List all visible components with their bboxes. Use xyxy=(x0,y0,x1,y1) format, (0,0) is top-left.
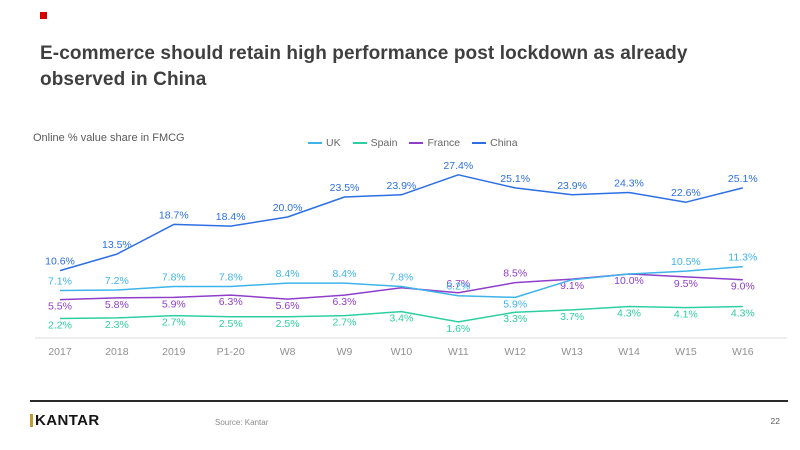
footer-divider xyxy=(30,400,788,402)
data-label-uk: 7.2% xyxy=(105,275,129,287)
data-label-france: 8.5% xyxy=(503,268,527,280)
legend-line-icon xyxy=(409,142,424,144)
x-axis-label: W9 xyxy=(337,346,353,358)
slide-title: E-commerce should retain high performanc… xyxy=(40,42,688,90)
data-label-uk: 11.3% xyxy=(728,252,757,264)
data-label-uk: 10.5% xyxy=(671,256,701,268)
data-label-spain: 2.2% xyxy=(48,320,72,332)
x-axis-label: W8 xyxy=(280,346,296,358)
x-axis-label: W11 xyxy=(448,346,469,358)
data-label-uk: 7.1% xyxy=(48,276,72,288)
source-note: Source: Kantar xyxy=(215,418,269,427)
data-label-china: 27.4% xyxy=(443,160,473,172)
data-label-uk: 7.8% xyxy=(219,272,243,284)
x-axis-label: 2017 xyxy=(48,346,72,358)
data-label-spain: 1.6% xyxy=(446,323,470,335)
kantar-logo: KANTAR xyxy=(30,412,100,429)
data-label-uk: 7.8% xyxy=(389,272,413,284)
legend-line-icon xyxy=(352,142,367,144)
data-label-spain: 2.5% xyxy=(219,318,243,330)
logo-text: KANTAR xyxy=(35,412,100,429)
data-label-uk: 5.9% xyxy=(503,298,527,310)
data-label-spain: 4.3% xyxy=(617,308,641,320)
data-label-china: 23.9% xyxy=(387,180,417,192)
chart-legend: UK Spain France China xyxy=(308,137,518,149)
data-label-france: 5.6% xyxy=(276,300,300,312)
data-label-france: 10.0% xyxy=(614,275,644,287)
logo-gold-bar-icon xyxy=(30,414,33,427)
slide-accent-square xyxy=(40,12,47,19)
data-label-spain: 2.7% xyxy=(333,317,357,329)
x-axis-label: W13 xyxy=(561,346,583,358)
series-line-china xyxy=(59,174,743,272)
x-axis-label: W15 xyxy=(675,346,697,358)
x-axis-label: 2018 xyxy=(105,346,129,358)
data-label-france: 5.8% xyxy=(105,299,129,311)
page-number: 22 xyxy=(770,416,780,426)
data-label-china: 22.6% xyxy=(671,187,701,199)
data-label-uk: 6.2% xyxy=(446,281,470,293)
x-axis-label: W14 xyxy=(618,346,640,358)
data-label-france: 9.1% xyxy=(560,280,584,292)
series-line-uk xyxy=(59,265,743,299)
data-label-china: 13.5% xyxy=(102,239,132,251)
data-label-china: 23.5% xyxy=(330,182,360,194)
data-label-spain: 3.4% xyxy=(389,313,413,325)
data-label-china: 18.4% xyxy=(216,211,246,223)
data-label-uk: 8.4% xyxy=(333,268,357,280)
data-label-france: 6.3% xyxy=(333,296,357,308)
data-label-france: 9.0% xyxy=(731,281,755,293)
x-axis-label: W10 xyxy=(391,346,413,358)
data-label-china: 18.7% xyxy=(159,209,189,221)
data-label-uk: 8.4% xyxy=(276,268,300,280)
legend-item-uk: UK xyxy=(308,137,341,149)
data-label-france: 9.5% xyxy=(674,278,698,290)
series-line-spain xyxy=(59,305,743,323)
x-axis-label: W12 xyxy=(504,346,526,358)
data-label-spain: 3.7% xyxy=(560,311,584,323)
data-label-france: 5.5% xyxy=(48,301,72,313)
data-label-spain: 4.1% xyxy=(674,309,698,321)
data-label-france: 5.9% xyxy=(162,298,186,310)
data-label-china: 24.3% xyxy=(614,178,644,190)
data-label-spain: 2.7% xyxy=(162,317,186,329)
legend-label: UK xyxy=(326,137,341,149)
data-label-china: 23.9% xyxy=(557,180,587,192)
x-axis-label: W16 xyxy=(732,346,754,358)
data-label-france: 6.7% xyxy=(446,278,470,290)
legend-line-icon xyxy=(308,142,322,144)
data-label-uk: 7.8% xyxy=(162,272,186,284)
x-axis-label: P1-20 xyxy=(217,346,245,358)
legend-label: Spain xyxy=(370,137,398,149)
legend-line-icon xyxy=(472,142,487,144)
x-axis-label: 2019 xyxy=(162,346,186,358)
legend-label: China xyxy=(490,137,518,149)
legend-item-spain: Spain xyxy=(352,137,398,149)
data-label-china: 20.0% xyxy=(273,202,303,214)
data-label-china: 25.1% xyxy=(728,173,758,185)
legend-item-china: China xyxy=(472,137,518,149)
legend-label: France xyxy=(427,137,461,149)
chart-axis-note: Online % value share in FMCG xyxy=(33,132,185,144)
data-label-spain: 4.3% xyxy=(731,308,755,320)
data-label-china: 10.6% xyxy=(45,256,75,268)
data-label-spain: 2.3% xyxy=(105,319,129,331)
data-label-china: 25.1% xyxy=(500,173,530,185)
data-label-france: 6.3% xyxy=(219,296,243,308)
legend-item-france: France xyxy=(409,137,460,149)
data-label-spain: 3.3% xyxy=(503,313,527,325)
data-label-spain: 2.5% xyxy=(276,318,300,330)
